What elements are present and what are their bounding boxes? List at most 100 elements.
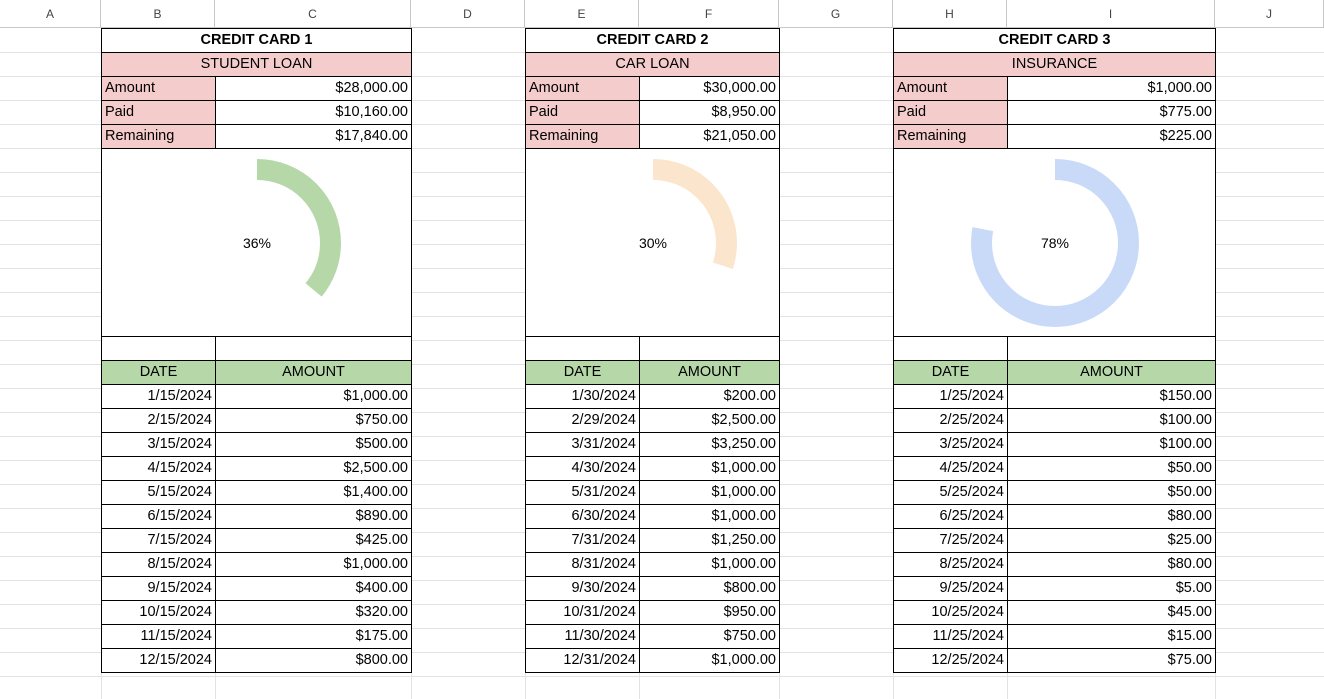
payment-date[interactable]: 7/25/2024 <box>893 528 1008 553</box>
payment-amount[interactable]: $25.00 <box>1007 528 1216 553</box>
column-header-c[interactable]: C <box>215 0 411 28</box>
summary-value[interactable]: $225.00 <box>1007 124 1216 149</box>
payment-date[interactable]: 4/15/2024 <box>101 456 216 481</box>
payment-date[interactable]: 7/15/2024 <box>101 528 216 553</box>
payment-date[interactable]: 2/15/2024 <box>101 408 216 433</box>
payment-date[interactable]: 10/15/2024 <box>101 600 216 625</box>
payment-date[interactable]: 9/30/2024 <box>525 576 640 601</box>
summary-label[interactable]: Remaining <box>525 124 640 149</box>
payment-date[interactable]: 11/25/2024 <box>893 624 1008 649</box>
payment-date[interactable]: 3/31/2024 <box>525 432 640 457</box>
payment-date[interactable]: 4/25/2024 <box>893 456 1008 481</box>
payment-date[interactable]: 6/25/2024 <box>893 504 1008 529</box>
payment-amount[interactable]: $890.00 <box>215 504 412 529</box>
payment-amount[interactable]: $15.00 <box>1007 624 1216 649</box>
column-header-i[interactable]: I <box>1007 0 1215 28</box>
payment-amount[interactable]: $200.00 <box>639 384 780 409</box>
payment-amount[interactable]: $1,000.00 <box>639 456 780 481</box>
card-title[interactable]: CREDIT CARD 2 <box>525 28 780 53</box>
payment-date[interactable]: 5/31/2024 <box>525 480 640 505</box>
payment-amount[interactable]: $950.00 <box>639 600 780 625</box>
payment-date[interactable]: 1/25/2024 <box>893 384 1008 409</box>
summary-label[interactable]: Remaining <box>893 124 1008 149</box>
payment-amount[interactable]: $45.00 <box>1007 600 1216 625</box>
summary-label[interactable]: Paid <box>525 100 640 125</box>
payment-amount[interactable]: $5.00 <box>1007 576 1216 601</box>
payment-date[interactable]: 4/30/2024 <box>525 456 640 481</box>
payment-amount[interactable]: $80.00 <box>1007 552 1216 577</box>
summary-label[interactable]: Remaining <box>101 124 216 149</box>
empty-cell[interactable] <box>101 336 216 361</box>
column-header-e[interactable]: E <box>525 0 639 28</box>
summary-value[interactable]: $30,000.00 <box>639 76 780 101</box>
payment-date[interactable]: 6/30/2024 <box>525 504 640 529</box>
column-header-h[interactable]: H <box>893 0 1007 28</box>
payment-amount[interactable]: $2,500.00 <box>215 456 412 481</box>
payment-amount[interactable]: $1,000.00 <box>639 552 780 577</box>
payment-date[interactable]: 1/15/2024 <box>101 384 216 409</box>
payment-amount[interactable]: $500.00 <box>215 432 412 457</box>
payment-date[interactable]: 2/25/2024 <box>893 408 1008 433</box>
summary-value[interactable]: $10,160.00 <box>215 100 412 125</box>
payment-date[interactable]: 10/25/2024 <box>893 600 1008 625</box>
payment-date[interactable]: 12/31/2024 <box>525 648 640 673</box>
payment-amount[interactable]: $150.00 <box>1007 384 1216 409</box>
payment-date[interactable]: 9/25/2024 <box>893 576 1008 601</box>
summary-label[interactable]: Amount <box>101 76 216 101</box>
payment-amount[interactable]: $1,000.00 <box>215 384 412 409</box>
table-header-amount[interactable]: AMOUNT <box>1007 360 1216 385</box>
payment-date[interactable]: 12/25/2024 <box>893 648 1008 673</box>
payment-date[interactable]: 10/31/2024 <box>525 600 640 625</box>
payment-amount[interactable]: $1,400.00 <box>215 480 412 505</box>
card-category[interactable]: CAR LOAN <box>525 52 780 77</box>
card-title[interactable]: CREDIT CARD 3 <box>893 28 1216 53</box>
column-header-j[interactable]: J <box>1215 0 1324 28</box>
summary-value[interactable]: $28,000.00 <box>215 76 412 101</box>
payment-date[interactable]: 11/15/2024 <box>101 624 216 649</box>
summary-label[interactable]: Paid <box>101 100 216 125</box>
payment-amount[interactable]: $3,250.00 <box>639 432 780 457</box>
card-category[interactable]: INSURANCE <box>893 52 1216 77</box>
payment-date[interactable]: 8/31/2024 <box>525 552 640 577</box>
summary-label[interactable]: Amount <box>525 76 640 101</box>
empty-cell[interactable] <box>893 336 1008 361</box>
payment-amount[interactable]: $320.00 <box>215 600 412 625</box>
empty-cell[interactable] <box>1007 336 1216 361</box>
payment-amount[interactable]: $750.00 <box>639 624 780 649</box>
payment-amount[interactable]: $750.00 <box>215 408 412 433</box>
payment-amount[interactable]: $175.00 <box>215 624 412 649</box>
payment-amount[interactable]: $2,500.00 <box>639 408 780 433</box>
column-header-a[interactable]: A <box>0 0 101 28</box>
payment-amount[interactable]: $100.00 <box>1007 408 1216 433</box>
payment-date[interactable]: 6/15/2024 <box>101 504 216 529</box>
payment-amount[interactable]: $75.00 <box>1007 648 1216 673</box>
column-header-g[interactable]: G <box>779 0 893 28</box>
payment-amount[interactable]: $50.00 <box>1007 480 1216 505</box>
payment-amount[interactable]: $1,000.00 <box>215 552 412 577</box>
payment-date[interactable]: 7/31/2024 <box>525 528 640 553</box>
table-header-date[interactable]: DATE <box>893 360 1008 385</box>
payment-amount[interactable]: $80.00 <box>1007 504 1216 529</box>
summary-value[interactable]: $17,840.00 <box>215 124 412 149</box>
payment-date[interactable]: 8/25/2024 <box>893 552 1008 577</box>
table-header-amount[interactable]: AMOUNT <box>639 360 780 385</box>
summary-value[interactable]: $1,000.00 <box>1007 76 1216 101</box>
payment-date[interactable]: 3/25/2024 <box>893 432 1008 457</box>
payment-date[interactable]: 8/15/2024 <box>101 552 216 577</box>
summary-value[interactable]: $775.00 <box>1007 100 1216 125</box>
payment-date[interactable]: 5/25/2024 <box>893 480 1008 505</box>
empty-cell[interactable] <box>525 336 640 361</box>
payment-amount[interactable]: $425.00 <box>215 528 412 553</box>
summary-value[interactable]: $8,950.00 <box>639 100 780 125</box>
payment-amount[interactable]: $800.00 <box>215 648 412 673</box>
table-header-date[interactable]: DATE <box>101 360 216 385</box>
payment-amount[interactable]: $100.00 <box>1007 432 1216 457</box>
column-header-b[interactable]: B <box>101 0 215 28</box>
payment-amount[interactable]: $1,000.00 <box>639 504 780 529</box>
card-category[interactable]: STUDENT LOAN <box>101 52 412 77</box>
summary-label[interactable]: Paid <box>893 100 1008 125</box>
payment-date[interactable]: 12/15/2024 <box>101 648 216 673</box>
payment-amount[interactable]: $800.00 <box>639 576 780 601</box>
table-header-date[interactable]: DATE <box>525 360 640 385</box>
payment-date[interactable]: 1/30/2024 <box>525 384 640 409</box>
